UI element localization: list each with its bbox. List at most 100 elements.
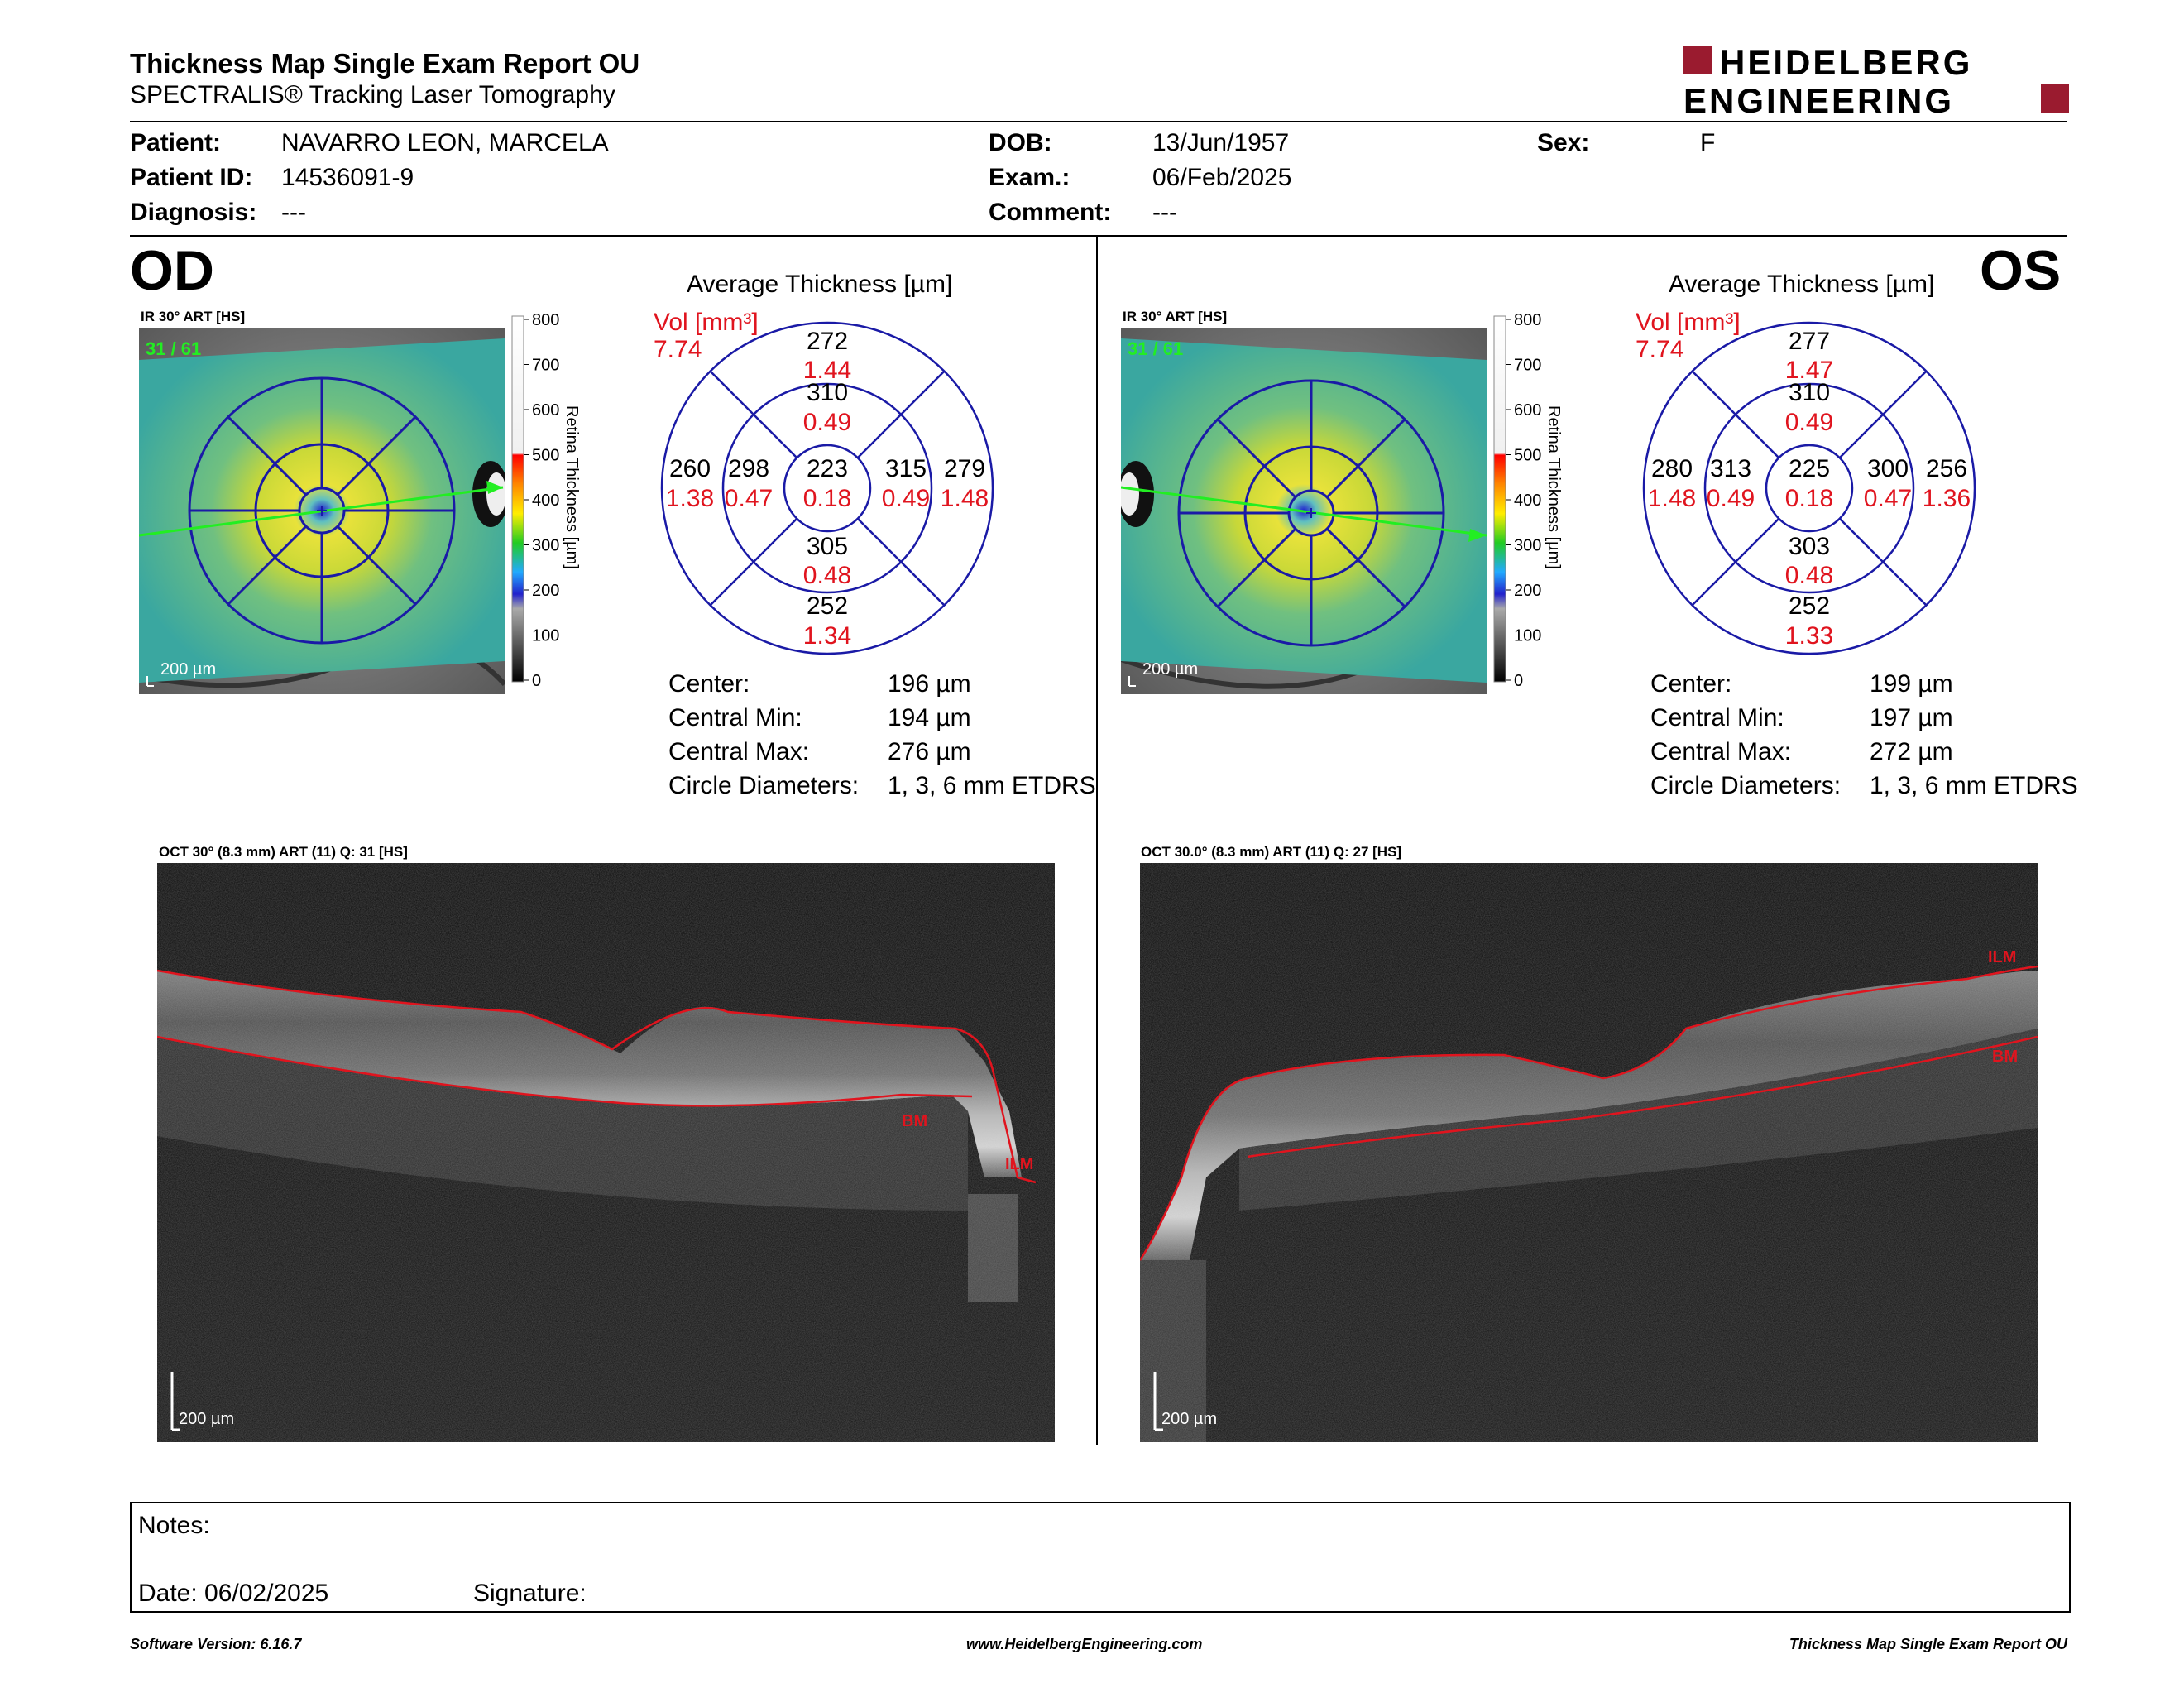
date-label: Date: 06/02/2025: [138, 1580, 329, 1607]
od-colorbar-tick-label: 0: [532, 672, 541, 690]
os-cmax-value: 272 µm: [1870, 738, 1953, 765]
od-scan-counter: 31 / 61: [146, 338, 201, 359]
os-outer-top-thickness: 277: [1789, 328, 1830, 355]
od-center-volume: 0.18: [803, 485, 851, 512]
od-etdrs-grid: 272 1.44 310 0.49 223 0.18 298 0.47 315 …: [660, 321, 994, 655]
od-inner-bottom-thickness: 305: [807, 533, 848, 560]
os-outer-bottom-thickness: 252: [1789, 592, 1830, 620]
logo-line2: ENGINEERING: [1684, 81, 1954, 117]
os-inner-left-volume: 0.49: [1707, 485, 1755, 512]
od-cmin-value: 194 µm: [888, 704, 971, 731]
os-vol-total: 7.74: [1636, 336, 1684, 363]
os-center-thickness: 225: [1789, 455, 1830, 482]
os-inner-bottom-volume: 0.48: [1785, 562, 1833, 589]
os-ilm-label: ILM: [1988, 948, 2016, 966]
os-outer-left-volume: 1.48: [1648, 485, 1696, 512]
center-divider: [1096, 237, 1098, 1445]
od-outer-bottom-thickness: 252: [807, 592, 848, 620]
od-colorbar-tick-label: 600: [532, 401, 559, 420]
header-divider: [130, 121, 2067, 122]
diagnosis-value: ---: [281, 199, 306, 226]
patient-label: Patient:: [130, 129, 222, 156]
patient-name: NAVARRO LEON, MARCELA: [281, 129, 609, 156]
os-colorbar-tick-label: 0: [1514, 672, 1523, 690]
od-inner-right-volume: 0.49: [882, 485, 930, 512]
od-oct-scale: 200 µm: [179, 1410, 234, 1428]
os-colorbar: 800 700 600 500 400 300 200 100 0 Retina Thickne…: [1493, 313, 1563, 690]
od-colorbar-tick-label: 700: [532, 357, 559, 375]
patient-id: 14536091-9: [281, 164, 414, 191]
od-vol-label: Vol [mm³]: [654, 309, 759, 336]
sex-label: Sex:: [1537, 129, 1590, 156]
notes-box[interactable]: Notes: Date: 06/02/2025 Signature:: [130, 1502, 2071, 1613]
od-inner-left-volume: 0.47: [725, 485, 773, 512]
od-colorbar-tick-label: 400: [532, 492, 559, 510]
os-colorbar-tick-label: 600: [1514, 401, 1541, 420]
od-outer-right-thickness: 279: [944, 455, 985, 482]
exam-value: 06/Feb/2025: [1152, 164, 1292, 191]
os-colorbar-title: Retina Thickness [µm]: [1545, 405, 1563, 569]
os-inner-top-thickness: 310: [1789, 379, 1830, 406]
os-avg-title: Average Thickness [µm]: [1669, 271, 1935, 298]
info-divider: [130, 235, 2067, 237]
od-fundus-scale: 200 µm: [160, 660, 216, 679]
os-oct-label: OCT 30.0° (8.3 mm) ART (11) Q: 27 [HS]: [1141, 844, 1402, 860]
od-colorbar-tick-label: 100: [532, 627, 559, 645]
od-colorbar: 800 700 600 500 400 300 200 100 0 Retina Thickne…: [511, 313, 581, 690]
os-cmin-value: 197 µm: [1870, 704, 1953, 731]
od-cmax-label: Central Max:: [668, 738, 810, 765]
os-colorbar-tick-label: 200: [1514, 582, 1541, 600]
notes-label: Notes:: [138, 1512, 210, 1539]
os-oct-scale: 200 µm: [1161, 1410, 1217, 1428]
os-bm-label: BM: [1992, 1048, 2018, 1066]
od-eye-label: OD: [130, 239, 214, 302]
od-outer-right-volume: 1.48: [941, 485, 989, 512]
os-cmax-label: Central Max:: [1650, 738, 1792, 765]
os-inner-right-volume: 0.47: [1864, 485, 1912, 512]
od-colorbar-tick-label: 500: [532, 447, 559, 465]
od-inner-right-thickness: 315: [885, 455, 927, 482]
od-outer-bottom-volume: 1.34: [803, 622, 851, 650]
od-bm-label: BM: [902, 1112, 927, 1130]
patient-id-label: Patient ID:: [130, 164, 253, 191]
od-ilm-label: ILM: [1005, 1155, 1033, 1173]
os-inner-bottom-thickness: 303: [1789, 533, 1830, 560]
od-cmax-value: 276 µm: [888, 738, 971, 765]
od-center-value: 196 µm: [888, 670, 971, 698]
footer-report-title: Thickness Map Single Exam Report OU: [1789, 1636, 2067, 1652]
os-outer-right-thickness: 256: [1926, 455, 1967, 482]
od-colorbar-title: Retina Thickness [µm]: [563, 405, 581, 569]
od-colorbar-tick-label: 300: [532, 537, 559, 555]
od-ir-label: IR 30° ART [HS]: [141, 309, 246, 324]
comment-label: Comment:: [989, 199, 1112, 226]
os-eye-label: OS: [1980, 239, 2062, 302]
os-colorbar-tick-label: 700: [1514, 357, 1541, 375]
exam-label: Exam.:: [989, 164, 1070, 191]
od-inner-top-thickness: 310: [807, 379, 848, 406]
od-center-label: Center:: [668, 670, 750, 698]
sex-value: F: [1700, 129, 1716, 156]
os-diam-value: 1, 3, 6 mm ETDRS: [1870, 772, 2078, 799]
od-avg-title: Average Thickness [µm]: [687, 271, 953, 298]
dob-label: DOB:: [989, 129, 1052, 156]
diagnosis-label: Diagnosis:: [130, 199, 257, 226]
website-link[interactable]: www.HeidelbergEngineering.com: [966, 1636, 1203, 1652]
od-outer-left-thickness: 260: [669, 455, 711, 482]
od-colorbar-tick-label: 800: [532, 313, 559, 329]
od-oct-bscan: BM ILM 200 µm: [157, 863, 1055, 1442]
signature-label: Signature:: [473, 1580, 587, 1607]
os-cmin-label: Central Min:: [1650, 704, 1784, 731]
os-inner-top-volume: 0.49: [1785, 409, 1833, 436]
od-cmin-label: Central Min:: [668, 704, 802, 731]
od-diam-value: 1, 3, 6 mm ETDRS: [888, 772, 1096, 799]
report-title: Thickness Map Single Exam Report OU: [130, 48, 640, 79]
os-outer-top-volume: 1.47: [1785, 357, 1833, 384]
od-outer-top-volume: 1.44: [803, 357, 851, 384]
os-fundus-scale: 200 µm: [1142, 660, 1198, 679]
od-vol-total: 7.74: [654, 336, 702, 363]
heidelberg-logo: HEIDELBERG ENGINEERING: [1684, 43, 2071, 120]
os-colorbar-tick-label: 300: [1514, 537, 1541, 555]
od-outer-top-thickness: 272: [807, 328, 848, 355]
os-inner-right-thickness: 300: [1867, 455, 1909, 482]
os-outer-right-volume: 1.36: [1923, 485, 1971, 512]
